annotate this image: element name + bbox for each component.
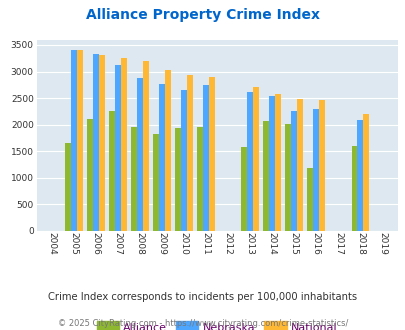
Bar [291,112,296,231]
Bar [275,94,281,231]
Bar [71,50,77,231]
Bar [131,127,137,231]
Bar [87,119,93,231]
Bar [109,112,115,231]
Bar [99,55,105,231]
Bar [241,147,247,231]
Bar [175,128,181,231]
Bar [181,89,187,231]
Bar [253,87,258,231]
Bar [269,96,275,231]
Bar [285,124,291,231]
Bar [351,147,356,231]
Bar [203,85,209,231]
Text: Alliance Property Crime Index: Alliance Property Crime Index [86,8,319,22]
Bar [121,58,127,231]
Bar [137,78,143,231]
Bar [356,120,362,231]
Bar [313,109,319,231]
Bar [247,92,253,231]
Bar [319,100,324,231]
Bar [187,75,193,231]
Bar [307,168,313,231]
Bar [153,134,159,231]
Bar [115,65,121,231]
Text: © 2025 CityRating.com - https://www.cityrating.com/crime-statistics/: © 2025 CityRating.com - https://www.city… [58,319,347,328]
Bar [263,121,269,231]
Bar [159,84,165,231]
Bar [362,114,369,231]
Legend: Alliance, Nebraska, National: Alliance, Nebraska, National [92,317,341,330]
Bar [197,127,203,231]
Bar [93,54,99,231]
Bar [296,99,303,231]
Bar [143,61,149,231]
Bar [65,143,71,231]
Bar [77,50,83,231]
Text: Crime Index corresponds to incidents per 100,000 inhabitants: Crime Index corresponds to incidents per… [48,292,357,302]
Bar [209,77,215,231]
Bar [165,70,171,231]
